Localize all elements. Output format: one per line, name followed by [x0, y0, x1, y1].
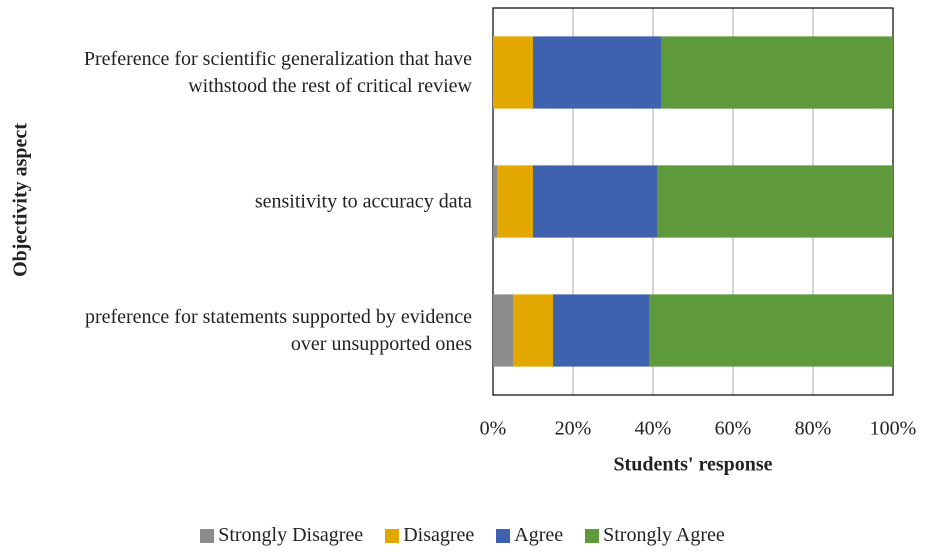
bar-segment: [661, 36, 893, 109]
x-tick-label: 20%: [555, 418, 592, 440]
bar-segment: [493, 165, 497, 238]
y-tick-label: sensitivity to accuracy data: [254, 190, 472, 212]
x-tick-label: 40%: [635, 418, 672, 440]
legend-label: Strongly Disagree: [218, 524, 364, 546]
legend-swatch: [200, 528, 215, 543]
x-tick-label: 60%: [715, 418, 752, 440]
x-tick-label: 0%: [480, 418, 507, 440]
legend-item: Agree: [496, 524, 563, 547]
bar-segment: [533, 36, 661, 109]
legend-item: Strongly Disagree: [200, 524, 363, 547]
x-tick-label: 80%: [795, 418, 832, 440]
legend-label: Disagree: [403, 524, 475, 546]
bar-segment: [533, 165, 657, 238]
legend-label: Strongly Agree: [603, 524, 725, 546]
bar-segment: [493, 36, 533, 109]
y-axis-title: Objectivity aspect: [10, 123, 32, 277]
legend-swatch: [585, 528, 600, 543]
x-axis-title: Students' response: [613, 454, 772, 476]
y-tick-label: preference for statements supported by e…: [84, 305, 472, 355]
bar-segment: [649, 294, 893, 367]
bar-segment: [657, 165, 893, 238]
legend-swatch: [496, 528, 511, 543]
legend-item: Disagree: [385, 524, 474, 547]
bar-segment: [553, 294, 649, 367]
y-tick-label: Preference for scientific generalization…: [83, 47, 472, 97]
bar-segment: [513, 294, 553, 367]
bar-segment: [497, 165, 533, 238]
legend: Strongly Disagree Disagree Agree Strongly A…: [0, 524, 925, 547]
bar-segment: [493, 294, 513, 367]
legend-item: Strongly Agree: [585, 524, 725, 547]
legend-swatch: [385, 528, 400, 543]
legend-label: Agree: [514, 524, 564, 546]
x-tick-label: 100%: [870, 418, 917, 440]
